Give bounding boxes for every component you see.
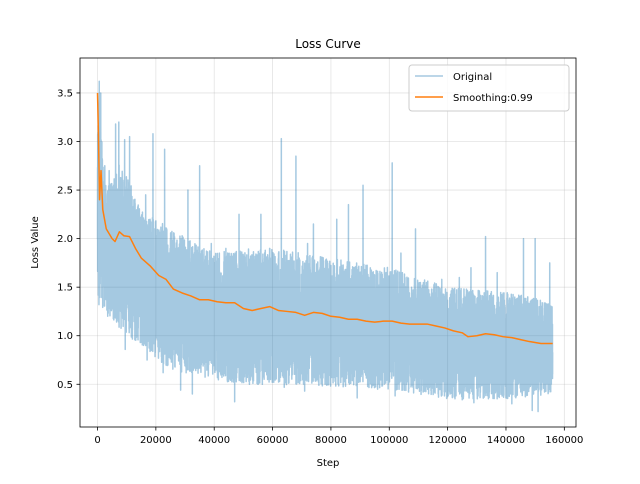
x-tick-label: 140000 (487, 435, 525, 446)
x-tick-label: 80000 (315, 435, 347, 446)
y-tick-label: 1.0 (57, 331, 73, 342)
x-tick-label: 120000 (429, 435, 467, 446)
legend-label-smoothing: Smoothing:0.99 (453, 93, 533, 104)
grid-lines (80, 58, 576, 427)
series-group (96, 80, 554, 413)
plot-area-frame (79, 57, 577, 428)
axis-ticks: 0 20000 40000 60000 80000 100000 120000 140000 1… (57, 88, 583, 446)
x-tick-label: 160000 (545, 435, 583, 446)
y-tick-label: 2.5 (57, 186, 73, 197)
chart-title: Loss Curve (295, 37, 361, 51)
y-tick-label: 1.5 (57, 283, 73, 294)
x-axis-label: Step (317, 458, 340, 469)
legend-label-original: Original (453, 72, 492, 83)
y-axis-label: Loss Value (30, 216, 41, 269)
y-tick-label: 2.0 (57, 234, 73, 245)
x-tick-label: 40000 (198, 435, 230, 446)
x-tick-label: 100000 (370, 435, 408, 446)
series-line-smoothing (96, 92, 553, 345)
series-line-original (96, 80, 554, 413)
y-tick-label: 3.5 (57, 88, 73, 99)
legend: Original Smoothing:0.99 (408, 64, 570, 112)
y-tick-label: 3.0 (57, 137, 73, 148)
x-tick-label: 20000 (140, 435, 172, 446)
legend-box (408, 64, 570, 112)
x-tick-label: 0 (94, 435, 100, 446)
x-tick-label: 60000 (257, 435, 289, 446)
y-tick-label: 0.5 (57, 380, 73, 391)
